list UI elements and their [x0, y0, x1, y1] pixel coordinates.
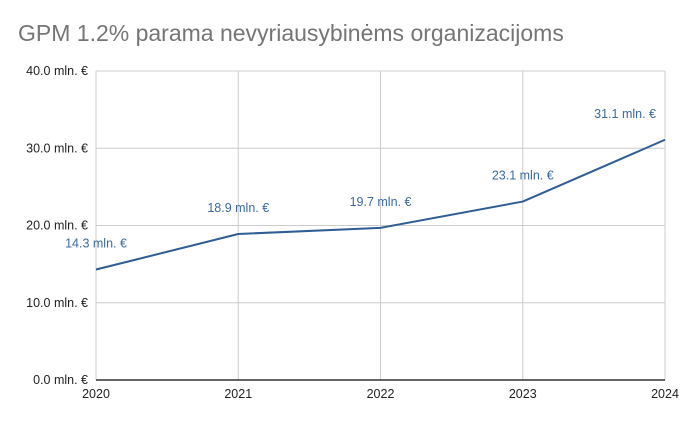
y-tick-label: 20.0 mln. € [26, 219, 88, 233]
data-label: 19.7 mln. € [350, 195, 412, 209]
data-labels: 14.3 mln. € 18.9 mln. € 19.7 mln. € 23.1 ml… [65, 107, 656, 251]
data-label: 18.9 mln. € [207, 201, 269, 215]
y-axis: 0.0 mln. € 10.0 mln. € 20.0 mln. € 30.0 mln… [26, 64, 88, 387]
x-tick-label: 2021 [224, 387, 252, 401]
data-label: 14.3 mln. € [65, 237, 127, 251]
y-tick-label: 0.0 mln. € [33, 373, 88, 387]
x-tick-label: 2022 [367, 387, 395, 401]
x-tick-label: 2024 [651, 387, 679, 401]
data-label: 23.1 mln. € [492, 169, 554, 183]
data-label: 31.1 mln. € [594, 107, 656, 121]
y-tick-label: 40.0 mln. € [26, 64, 88, 78]
x-tick-label: 2023 [509, 387, 537, 401]
chart-title: GPM 1.2% parama nevyriausybinėms organiz… [18, 20, 564, 46]
x-axis: 2020 2021 2022 2023 2024 [82, 387, 679, 401]
grid-lines [95, 70, 666, 381]
x-tick-label: 2020 [82, 387, 110, 401]
y-tick-label: 30.0 mln. € [26, 141, 88, 155]
y-tick-label: 10.0 mln. € [26, 296, 88, 310]
series [95, 138, 666, 271]
